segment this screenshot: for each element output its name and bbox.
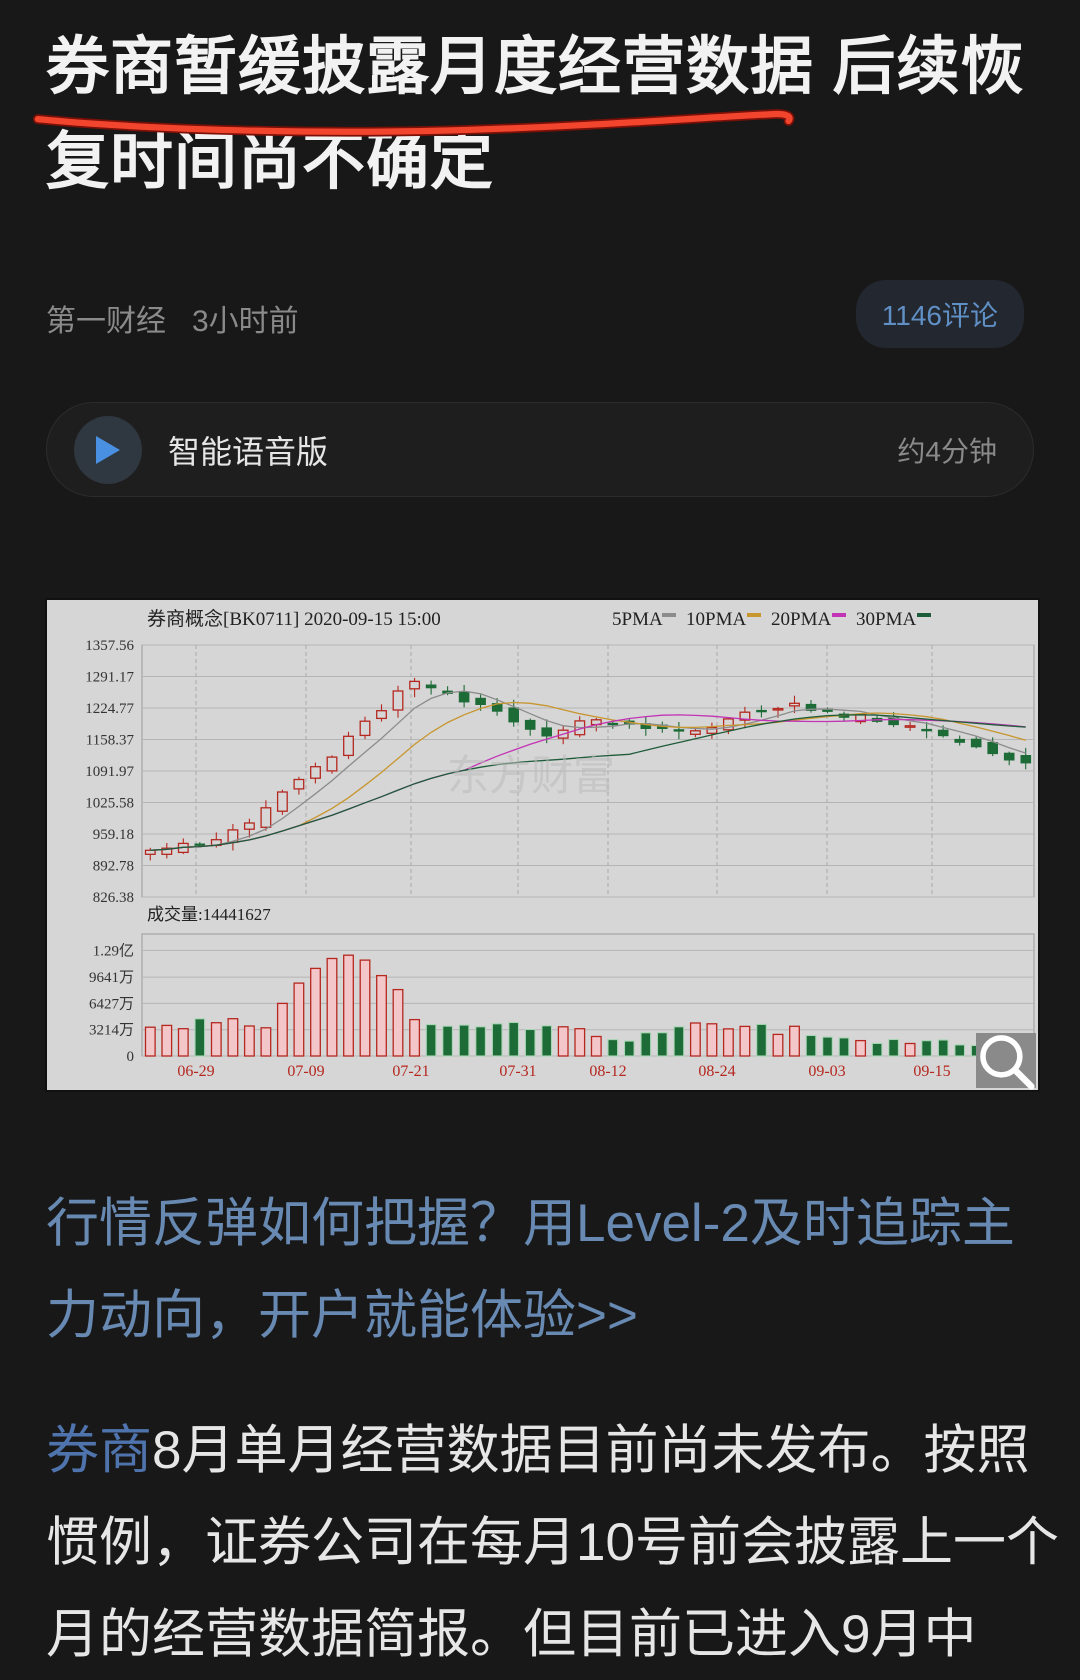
svg-text:5PMA: 5PMA (612, 609, 663, 630)
svg-text:1025.58: 1025.58 (85, 796, 134, 812)
svg-text:30PMA: 30PMA (856, 609, 916, 630)
svg-text:成交量:14441627: 成交量:14441627 (147, 905, 271, 924)
svg-text:1091.97: 1091.97 (85, 764, 134, 780)
svg-text:09-15: 09-15 (913, 1063, 950, 1080)
svg-text:1.29亿: 1.29亿 (93, 942, 134, 959)
svg-text:6427万: 6427万 (89, 996, 134, 1012)
svg-text:3214万: 3214万 (89, 1023, 134, 1039)
svg-text:20PMA: 20PMA (771, 609, 831, 630)
svg-text:892.78: 892.78 (93, 859, 134, 875)
svg-text:959.18: 959.18 (93, 827, 134, 843)
svg-text:07-09: 07-09 (287, 1063, 324, 1080)
svg-text:10PMA: 10PMA (686, 609, 746, 630)
svg-text:1357.56: 1357.56 (85, 638, 134, 654)
svg-text:07-21: 07-21 (392, 1063, 429, 1080)
svg-text:1224.77: 1224.77 (85, 701, 134, 717)
svg-text:东方财富: 东方财富 (447, 753, 615, 800)
svg-text:1291.17: 1291.17 (85, 670, 134, 686)
svg-text:08-24: 08-24 (698, 1063, 735, 1080)
svg-text:09-03: 09-03 (808, 1063, 845, 1080)
svg-text:826.38: 826.38 (93, 890, 134, 906)
svg-text:9641万: 9641万 (89, 970, 134, 986)
svg-text:0: 0 (127, 1049, 135, 1065)
svg-text:1158.37: 1158.37 (86, 733, 135, 749)
svg-text:08-12: 08-12 (589, 1063, 626, 1080)
svg-text:券商概念[BK0711] 2020-09-15 15:00: 券商概念[BK0711] 2020-09-15 15:00 (147, 607, 441, 630)
svg-text:06-29: 06-29 (177, 1063, 214, 1080)
svg-text:07-31: 07-31 (499, 1063, 536, 1080)
